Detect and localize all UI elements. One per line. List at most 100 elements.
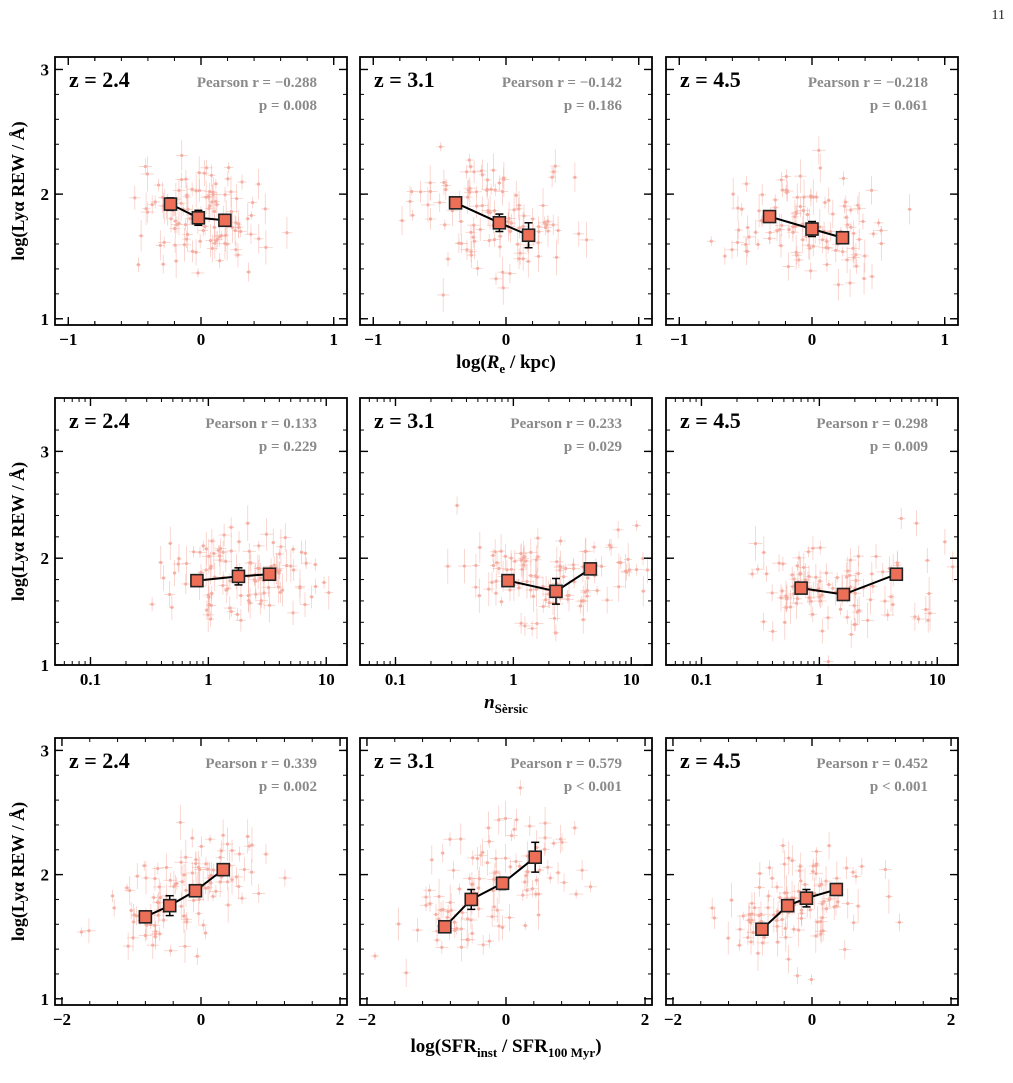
scatter-point bbox=[210, 591, 214, 595]
scatter-point bbox=[264, 532, 269, 536]
x-axis-label-part: Sèrsic bbox=[495, 701, 528, 716]
scatter-point bbox=[583, 590, 587, 594]
scatter-point bbox=[491, 889, 495, 893]
scatter-point bbox=[477, 594, 481, 598]
scatter-point bbox=[805, 213, 810, 217]
scatter-point bbox=[190, 871, 195, 875]
scatter-point bbox=[487, 939, 491, 943]
scatter-point bbox=[552, 616, 557, 621]
scatter-point bbox=[310, 595, 314, 599]
scatter-point bbox=[228, 606, 232, 610]
scatter-point bbox=[831, 212, 835, 216]
median-point bbox=[835, 230, 850, 245]
scatter-point bbox=[844, 215, 848, 219]
scatter-point bbox=[808, 246, 812, 250]
scatter-point bbox=[491, 563, 496, 568]
scatter-point bbox=[237, 884, 241, 889]
median-series bbox=[138, 862, 231, 924]
scatter-point bbox=[757, 885, 762, 890]
scatter-point bbox=[237, 540, 241, 544]
scatter-point bbox=[792, 577, 796, 581]
scatter-point bbox=[928, 611, 932, 615]
scatter-point bbox=[525, 579, 529, 584]
scatter-point bbox=[543, 847, 547, 851]
scatter-point bbox=[831, 586, 835, 590]
scatter-point bbox=[150, 602, 154, 606]
scatter-point bbox=[500, 925, 505, 930]
scatter-point bbox=[192, 550, 196, 554]
scatter-point bbox=[798, 204, 802, 209]
scatter-point bbox=[214, 182, 218, 186]
scatter-point bbox=[373, 954, 377, 958]
x-tick-label: 0 bbox=[808, 1010, 817, 1029]
scatter-point bbox=[408, 199, 412, 204]
scatter-point bbox=[811, 244, 815, 248]
scatter-point bbox=[291, 611, 295, 615]
scatter-point bbox=[595, 589, 599, 593]
scatter-point bbox=[744, 182, 748, 186]
scatter-point bbox=[444, 183, 448, 188]
scatter-point bbox=[230, 878, 234, 882]
scatter-point bbox=[726, 936, 730, 940]
scatter-point bbox=[749, 940, 753, 944]
scatter-point bbox=[174, 259, 178, 263]
scatter-point bbox=[851, 870, 855, 874]
scatter-point bbox=[529, 550, 533, 554]
scatter-point bbox=[246, 834, 250, 839]
scatter-point bbox=[609, 545, 613, 549]
scatter-point bbox=[170, 605, 174, 609]
x-axis-label: nSèrsic bbox=[484, 692, 528, 716]
scatter-point bbox=[184, 237, 189, 241]
scatter-point bbox=[756, 567, 760, 571]
scatter-point bbox=[190, 836, 194, 840]
scatter-point bbox=[239, 593, 243, 598]
scatter-point bbox=[784, 605, 789, 610]
scatter-point bbox=[400, 219, 404, 223]
axis-ticks bbox=[360, 57, 652, 325]
scatter-point bbox=[925, 558, 929, 563]
scatter-point bbox=[619, 561, 623, 565]
scatter-point bbox=[641, 556, 645, 561]
scatter-point bbox=[457, 241, 461, 245]
scatter-point bbox=[218, 235, 222, 239]
scatter-point bbox=[914, 521, 919, 525]
scatter-point bbox=[494, 591, 498, 595]
scatter-point bbox=[879, 242, 883, 246]
x-tick-label: 2 bbox=[336, 1010, 345, 1029]
scatter-point bbox=[448, 837, 452, 841]
scatter-point bbox=[553, 164, 557, 168]
scatter-point bbox=[842, 204, 846, 208]
scatter-point bbox=[802, 195, 806, 199]
y-tick-label: 3 bbox=[41, 741, 50, 760]
x-tick-label: 1 bbox=[509, 670, 518, 689]
scatter-point bbox=[792, 927, 796, 931]
median-point bbox=[216, 862, 231, 877]
scatter-point bbox=[854, 874, 858, 879]
scatter-point bbox=[795, 597, 800, 601]
scatter-point bbox=[799, 916, 804, 920]
scatter-point bbox=[471, 235, 475, 239]
scatter-point bbox=[424, 895, 428, 899]
scatter-point bbox=[778, 896, 782, 900]
scatter-point bbox=[125, 886, 129, 890]
scatter-point bbox=[258, 602, 262, 606]
scatter-point bbox=[197, 171, 201, 175]
scatter-point bbox=[278, 568, 282, 572]
scatter-point bbox=[172, 571, 177, 575]
scatter-point bbox=[470, 882, 474, 886]
page-number: 11 bbox=[991, 8, 1005, 23]
scatter-point bbox=[835, 576, 839, 580]
scatter-point bbox=[292, 568, 296, 572]
scatter-point bbox=[534, 878, 539, 882]
redshift-label: z = 4.5 bbox=[680, 748, 741, 773]
median-point bbox=[191, 211, 206, 225]
scatter-point bbox=[784, 174, 789, 179]
scatter-point bbox=[564, 566, 568, 571]
scatter-point bbox=[207, 554, 211, 558]
scatter-point bbox=[161, 262, 165, 266]
scatter-point bbox=[528, 824, 532, 828]
scatter-point bbox=[235, 612, 239, 617]
scatter-point bbox=[785, 595, 789, 600]
scatter-point bbox=[494, 277, 498, 281]
scatter-point bbox=[747, 235, 751, 239]
